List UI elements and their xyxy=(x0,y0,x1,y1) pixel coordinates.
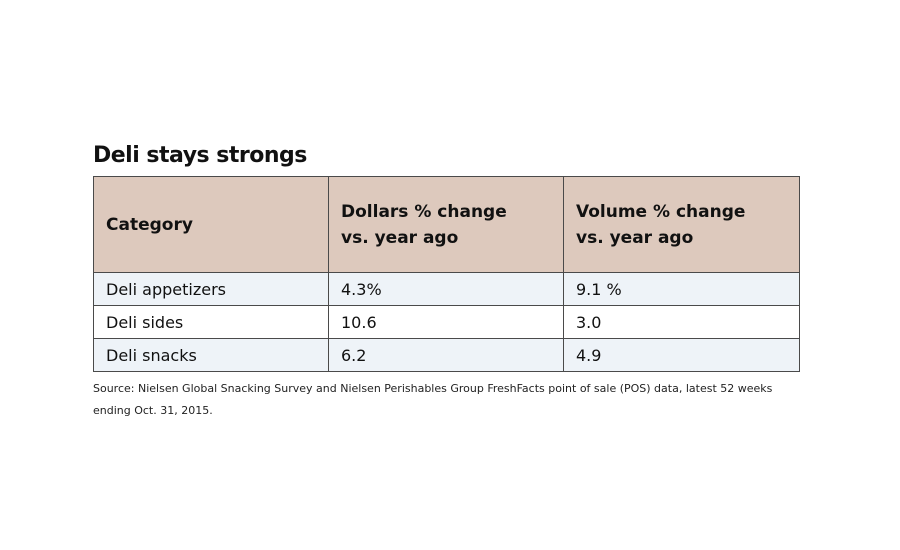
cell-dollars: 10.6 xyxy=(328,305,564,339)
cell-volume: 4.9 xyxy=(563,338,800,372)
header-category-line1: Category xyxy=(106,214,193,235)
cell-volume: 3.0 xyxy=(563,305,800,339)
cell-volume: 9.1 % xyxy=(563,272,800,306)
header-volume-line2: vs. year ago xyxy=(576,227,694,248)
header-dollars-line2: vs. year ago xyxy=(341,227,459,248)
source-note: Source: Nielsen Global Snacking Survey a… xyxy=(93,382,773,417)
table-row: Deli sides 10.6 3.0 xyxy=(93,305,800,339)
table-row: Deli snacks 6.2 4.9 xyxy=(93,338,800,372)
header-dollars: Dollars % change vs. year ago xyxy=(328,176,564,273)
header-row: Category Dollars % change vs. year ago V… xyxy=(93,176,800,273)
cell-category: Deli sides xyxy=(93,305,329,339)
cell-category: Deli snacks xyxy=(93,338,329,372)
table-row: Deli appetizers 4.3% 9.1 % xyxy=(93,272,800,306)
cell-category: Deli appetizers xyxy=(93,272,329,306)
cell-dollars: 4.3% xyxy=(328,272,564,306)
data-table: Category Dollars % change vs. year ago V… xyxy=(93,176,800,372)
table-title: Deli stays strongs xyxy=(93,143,307,168)
header-volume-line1: Volume % change xyxy=(576,201,746,222)
header-volume: Volume % change vs. year ago xyxy=(563,176,800,273)
cell-dollars: 6.2 xyxy=(328,338,564,372)
header-category: Category xyxy=(93,176,329,273)
header-dollars-line1: Dollars % change xyxy=(341,201,507,222)
